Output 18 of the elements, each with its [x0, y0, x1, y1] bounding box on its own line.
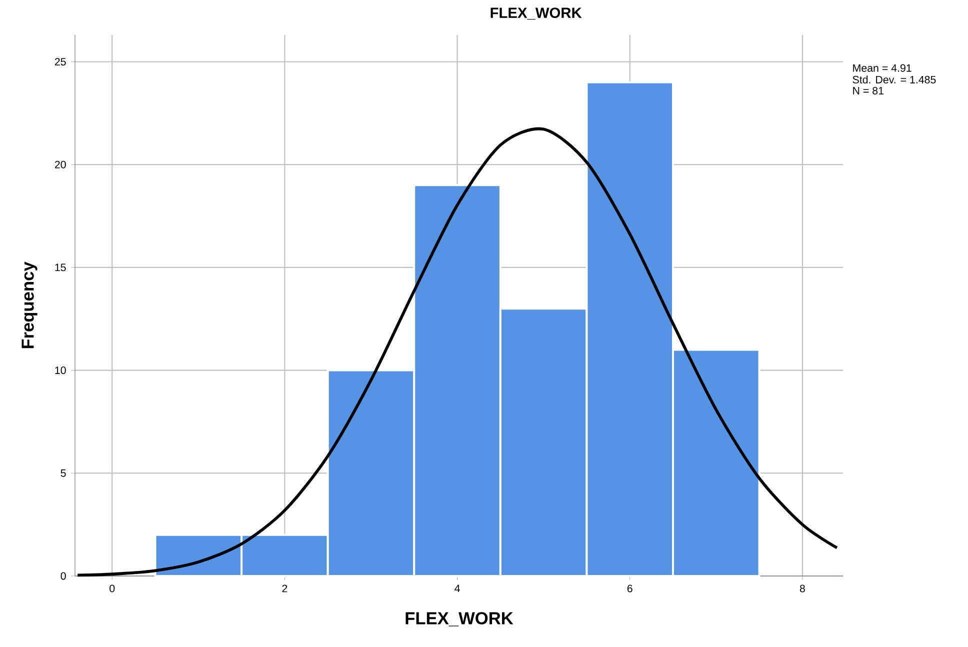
- y-tick-label: 15: [55, 264, 66, 272]
- x-tick-label: 2: [282, 584, 288, 592]
- x-tick-label: 0: [110, 584, 115, 592]
- line-series: [76, 127, 838, 577]
- x-axis-title: FLEX_WORK: [406, 612, 514, 626]
- y-tick-label: 25: [54, 58, 66, 66]
- text: Std. Dev. = 1.485: [852, 76, 936, 84]
- y-axis-title: Frequency: [22, 262, 38, 348]
- chart-title: FLEX_WORK: [490, 8, 582, 20]
- text: Mean = 4.91: [853, 64, 912, 72]
- x-tick-label: 4: [454, 584, 460, 592]
- y-tick-label: 5: [60, 469, 66, 477]
- y-tick-label: 0: [60, 572, 66, 580]
- x-tick-label: 8: [800, 584, 805, 592]
- text: N = 81: [853, 86, 884, 94]
- x-tick-label: 6: [627, 584, 632, 592]
- y-tick-label: 20: [54, 160, 66, 168]
- y-tick-label: 10: [55, 366, 66, 374]
